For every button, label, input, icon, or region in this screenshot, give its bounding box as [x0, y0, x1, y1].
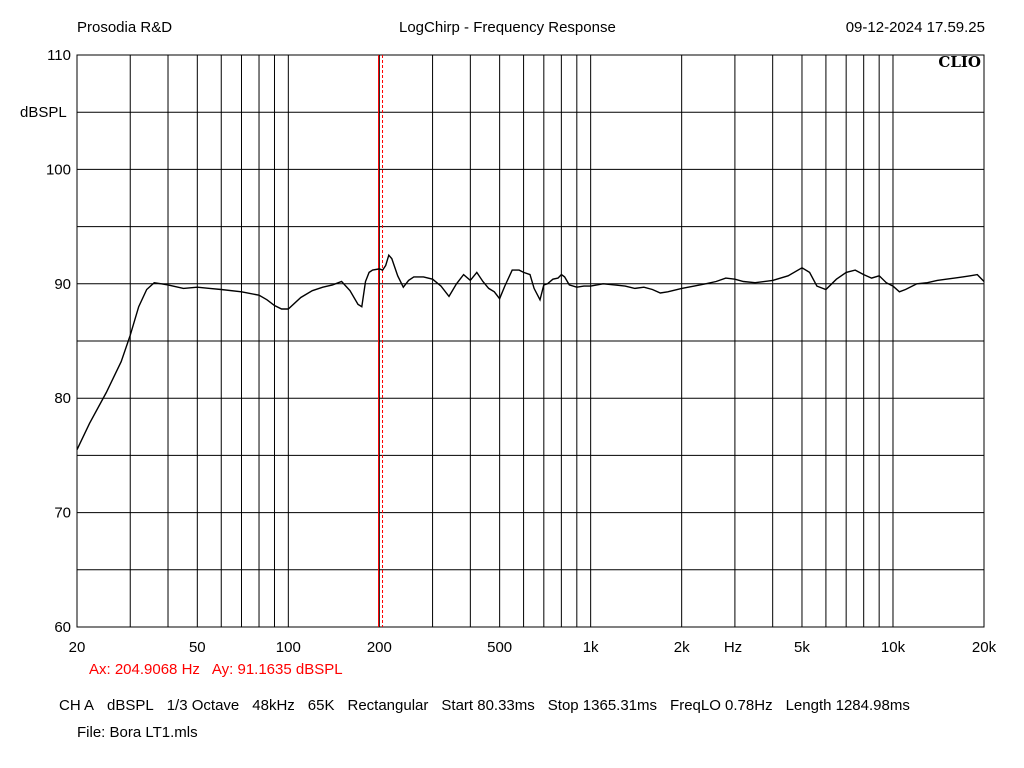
x-tick-label: 500	[487, 639, 512, 656]
brand-label: Prosodia R&D	[77, 19, 173, 36]
x-tick-label: 20k	[972, 639, 997, 656]
x-tick-label: 5k	[794, 639, 810, 656]
setting-item: 48kHz	[252, 697, 295, 714]
setting-item: dBSPL	[107, 697, 154, 714]
timestamp: 09-12-2024 17.59.25	[845, 19, 985, 36]
plot-frame	[76, 54, 985, 628]
setting-item: Stop 1365.31ms	[547, 697, 658, 714]
series-line	[76, 253, 985, 451]
y-axis-label: dBSPL	[20, 104, 67, 121]
x-tick-label: 2k	[674, 639, 690, 656]
x-tick-label: 20	[69, 639, 86, 656]
cursor-ax-label: Ax: 204.9068 Hz	[89, 661, 200, 678]
x-tick-label: 200	[367, 639, 392, 656]
setting-item: CH A	[59, 697, 95, 714]
x-tick-label: 50	[189, 639, 206, 656]
y-tick-label: 100	[46, 161, 71, 178]
x-axis-label: Hz	[724, 639, 742, 656]
y-tick-label: 60	[54, 619, 71, 636]
measurement-settings: CH A dBSPL 1/3 Octave 48kHz 65K Rectangular St…	[59, 698, 910, 713]
x-tick-label: 1k	[583, 639, 599, 656]
x-tick-label: 10k	[881, 639, 906, 656]
cursor-readout: Ax: 204.9068 Hz Ay: 91.1635 dBSPL	[89, 662, 343, 677]
y-tick-label: 90	[54, 276, 71, 293]
setting-item: FreqLO 0.78Hz	[670, 697, 773, 714]
setting-item: 65K	[307, 697, 335, 714]
cursor-ay-label: Ay: 91.1635 dBSPL	[211, 661, 343, 678]
setting-item: 1/3 Octave	[166, 697, 240, 714]
setting-item: Rectangular	[347, 697, 429, 714]
file-name: File: Bora LT1.mls	[77, 724, 198, 741]
setting-item: Start 80.33ms	[441, 697, 535, 714]
cursor-lines	[378, 55, 384, 627]
setting-item: Length 1284.98ms	[785, 697, 910, 714]
y-tick-label: 80	[54, 390, 71, 407]
tick-labels: 20 50 100 200 500 1k 2k 5k 10k 20k 60 70 80 90 100 110	[46, 47, 997, 656]
clio-logo: CLIO	[938, 53, 981, 71]
grid-lines	[76, 54, 985, 628]
y-tick-label: 70	[54, 505, 71, 522]
x-tick-label: 100	[276, 639, 301, 656]
y-tick-label: 110	[47, 47, 71, 64]
page-title: LogChirp - Frequency Response	[399, 19, 616, 36]
